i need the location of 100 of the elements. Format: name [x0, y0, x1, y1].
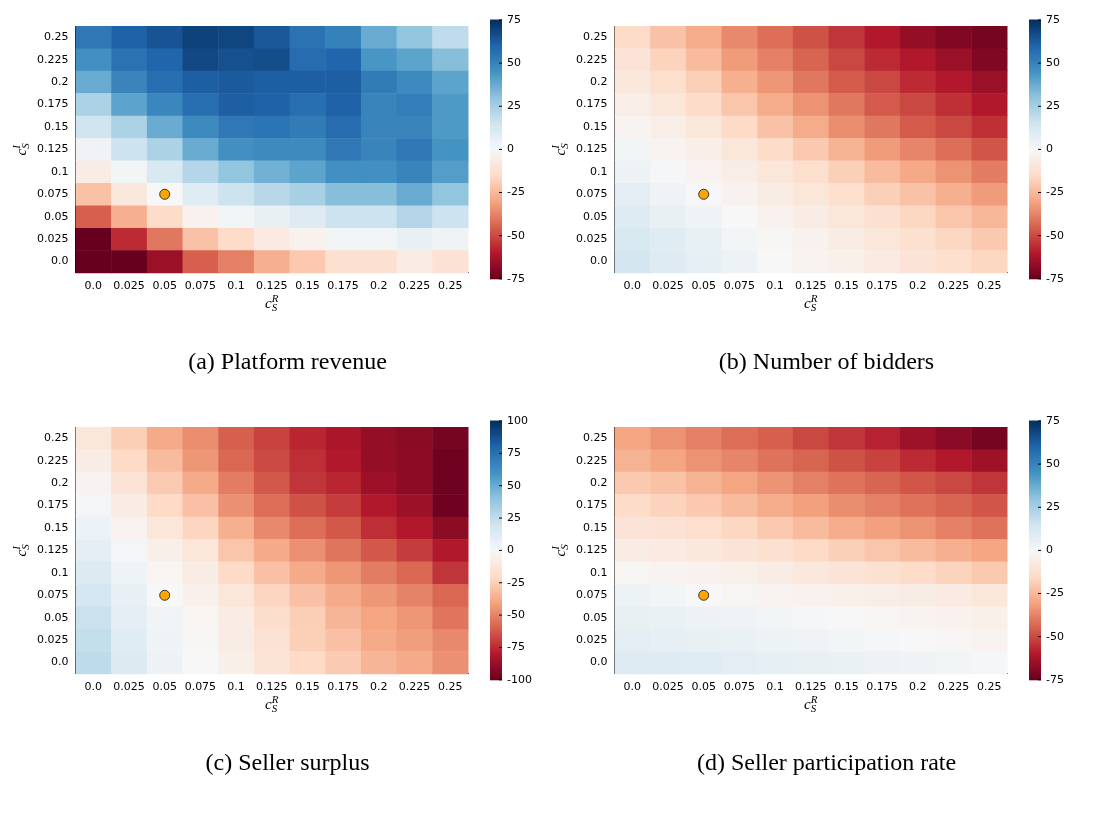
color-bar-label: 75	[507, 12, 521, 26]
x-tick-label: 0.0	[623, 680, 642, 694]
y-tick-label: 0.0	[50, 254, 69, 268]
text: (a) Platform revenue	[187, 348, 388, 375]
x-tick-label: 0.2	[909, 680, 927, 694]
y-tick-label: 0.225	[575, 453, 608, 467]
y-tick-label: 0.025	[36, 633, 69, 646]
text: (d) Seller participation rate	[695, 749, 958, 776]
color-bar-label: -75	[1046, 672, 1064, 686]
x-tick-label: 0.225	[937, 680, 970, 694]
y-tick-label: 0.05	[43, 209, 69, 223]
x-tick-label: 0.15	[834, 279, 859, 293]
x-tick-label: 0.075	[723, 680, 756, 694]
y-tick-label: 0.175	[575, 97, 608, 111]
y-axis-title: cIS	[548, 543, 571, 557]
y-tick-label: 0.0	[589, 254, 608, 268]
y-tick-label: 0.1	[50, 164, 69, 178]
y-tick-label: 0.15	[582, 119, 608, 133]
x-tick-label: 0.125	[256, 279, 288, 293]
x-tick-label: 0.1	[766, 680, 784, 694]
x-tick-label: 0.175	[327, 279, 359, 293]
y-tick-label: 0.2	[589, 74, 608, 88]
x-tick-label: 0.2	[909, 279, 927, 293]
y-tick-label: 0.075	[36, 187, 69, 201]
y-tick-label: 0.075	[575, 187, 608, 201]
y-tick-label: 0.2	[50, 475, 69, 489]
y-tick-label: 0.2	[589, 475, 608, 489]
y-tick-label: 0.25	[43, 30, 69, 44]
x-tick-label: 0.25	[976, 279, 1002, 293]
x-tick-label: 0.075	[184, 279, 217, 293]
color-bar-label: -25	[507, 575, 525, 589]
x-tick-label: 0.025	[113, 680, 145, 694]
x-tick-label: 0.0	[84, 279, 103, 293]
x-tick-label: 0.025	[113, 279, 145, 293]
color-bar-label: 25	[1046, 500, 1060, 514]
y-tick-label: 0.25	[43, 431, 69, 445]
x-tick-label: 0.05	[152, 680, 177, 694]
x-tick-label: 0.25	[437, 279, 463, 293]
y-tick-label: 0.125	[575, 142, 608, 156]
x-tick-label: 0.125	[795, 680, 827, 694]
y-tick-label: 0.0	[50, 655, 69, 669]
y-tick-label: 0.025	[36, 232, 69, 245]
x-tick-label: 0.225	[398, 680, 431, 694]
y-tick-label: 0.15	[43, 119, 69, 133]
x-tick-label: 0.125	[795, 279, 827, 293]
color-bar-label: -75	[507, 640, 525, 654]
x-tick-label: 0.125	[256, 680, 288, 694]
x-tick-label: 0.2	[370, 279, 388, 293]
y-tick-label: 0.075	[575, 588, 608, 602]
color-bar-label: 25	[1046, 99, 1060, 113]
x-tick-label: 0.025	[652, 680, 684, 694]
x-tick-label: 0.175	[866, 279, 898, 293]
color-bar-label: 75	[1046, 12, 1060, 26]
y-axis-title: cIS	[9, 142, 32, 156]
color-bar-label: -25	[1046, 586, 1064, 600]
y-tick-label: 0.25	[582, 431, 608, 445]
color-bar-label: 25	[507, 510, 521, 524]
y-axis-title: cIS	[9, 543, 32, 557]
x-tick-label: 0.05	[152, 279, 177, 293]
y-tick-label: 0.175	[36, 97, 69, 111]
y-tick-label: 0.05	[43, 610, 69, 624]
x-tick-label: 0.225	[398, 279, 431, 293]
y-tick-label: 0.05	[582, 209, 608, 223]
y-tick-label: 0.1	[589, 164, 608, 178]
y-tick-label: 0.125	[36, 543, 69, 557]
color-bar-label: 0	[507, 543, 514, 557]
x-tick-label: 0.05	[691, 279, 716, 293]
color-bar-label: 50	[507, 478, 521, 492]
x-tick-label: 0.05	[691, 680, 716, 694]
x-tick-label: 0.25	[437, 680, 463, 694]
color-bar-label: 50	[1046, 456, 1060, 470]
y-tick-label: 0.225	[36, 52, 69, 66]
x-tick-label: 0.225	[937, 279, 970, 293]
color-bar-label: 75	[507, 446, 521, 460]
y-tick-label: 0.05	[582, 610, 608, 624]
y-tick-label: 0.075	[36, 588, 69, 602]
x-tick-label: 0.2	[370, 680, 388, 694]
x-tick-label: 0.075	[184, 680, 217, 694]
x-tick-label: 0.15	[295, 279, 320, 293]
x-tick-label: 0.0	[623, 279, 642, 293]
color-bar-label: -50	[1046, 629, 1064, 643]
x-tick-label: 0.175	[866, 680, 898, 694]
x-tick-label: 0.075	[723, 279, 756, 293]
x-tick-label: 0.175	[327, 680, 359, 694]
y-tick-label: 0.025	[575, 232, 608, 245]
y-tick-label: 0.1	[589, 565, 608, 579]
y-tick-label: 0.15	[43, 520, 69, 534]
color-bar-label: 0	[507, 142, 514, 156]
text: (c) Seller surplus	[204, 749, 371, 776]
y-tick-label: 0.25	[582, 30, 608, 44]
color-bar-label: 0	[1046, 142, 1053, 156]
y-tick-label: 0.175	[36, 498, 69, 512]
color-bar-label: -50	[507, 228, 525, 242]
color-bar-label: -25	[507, 185, 525, 199]
color-bar-label: -25	[1046, 185, 1064, 199]
color-bar-label: -50	[1046, 228, 1064, 242]
y-tick-label: 0.225	[575, 52, 608, 66]
y-tick-label: 0.175	[575, 498, 608, 512]
x-tick-label: 0.025	[652, 279, 684, 293]
color-bar-label: 100	[507, 413, 528, 427]
